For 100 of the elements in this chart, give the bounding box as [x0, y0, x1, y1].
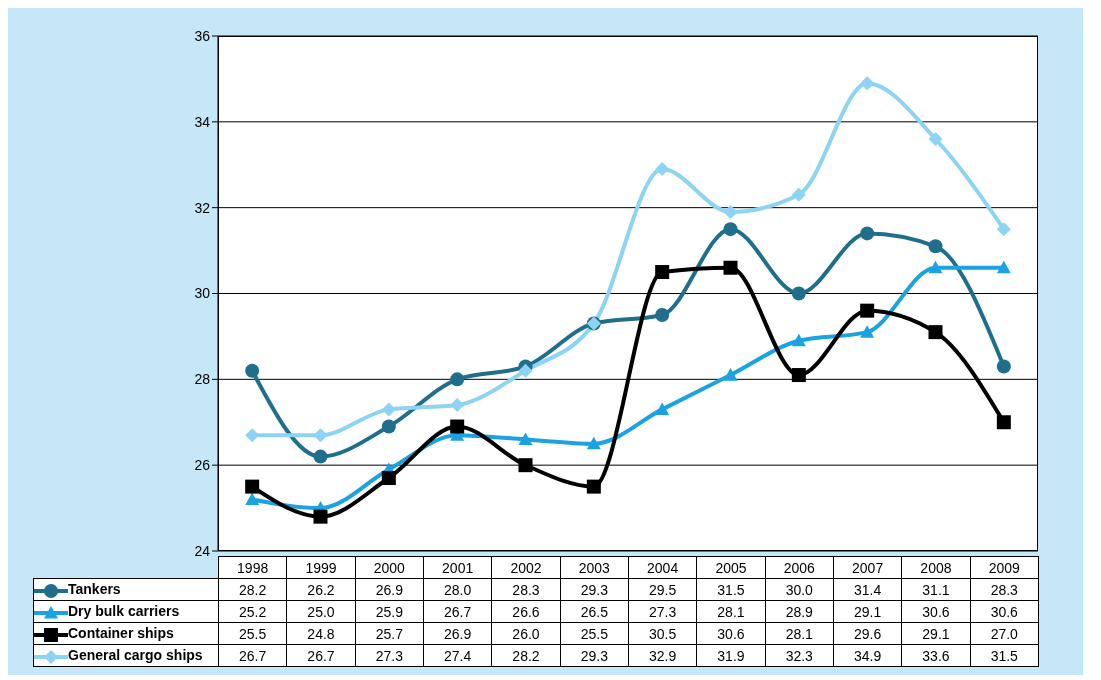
point — [996, 415, 1011, 430]
data-label: 27.4 — [423, 644, 492, 667]
point — [928, 239, 943, 254]
y-tick-label: 32 — [194, 199, 211, 216]
data-label: 30.6 — [696, 622, 766, 645]
point — [723, 260, 738, 275]
point — [313, 509, 328, 524]
point — [860, 226, 875, 241]
data-label: 26.7 — [423, 600, 492, 623]
data-label: 33.6 — [901, 644, 971, 667]
point — [450, 372, 465, 387]
data-label: 31.5 — [696, 578, 766, 601]
data-label: 28.2 — [218, 578, 287, 601]
x-tick-label: 2004 — [628, 556, 697, 579]
point — [381, 419, 396, 434]
data-label: 34.9 — [833, 644, 902, 667]
point — [791, 368, 806, 383]
data-label: 26.5 — [560, 600, 629, 623]
data-label: 32.3 — [765, 644, 834, 667]
point — [928, 260, 943, 274]
y-tick-label: 28 — [194, 371, 211, 388]
point — [245, 428, 260, 443]
x-tick-label: 1999 — [286, 556, 356, 579]
point — [245, 492, 260, 506]
x-tick-label: 1998 — [218, 556, 287, 579]
x-tick-label: 2002 — [491, 556, 561, 579]
point — [860, 303, 875, 318]
point — [996, 222, 1011, 237]
data-label: 28.3 — [491, 578, 561, 601]
data-label: 31.1 — [901, 578, 971, 601]
data-label: 28.1 — [765, 622, 834, 645]
y-tick-label: 30 — [194, 285, 211, 302]
y-tick-label: 36 — [194, 27, 211, 44]
y-tick-label: 24 — [194, 542, 211, 559]
data-label: 31.4 — [833, 578, 902, 601]
point — [313, 449, 328, 464]
data-label: 28.0 — [423, 578, 492, 601]
y-tick-label: 34 — [194, 113, 211, 130]
data-label: 24.8 — [286, 622, 356, 645]
data-label: 32.9 — [628, 644, 697, 667]
data-label: 29.5 — [628, 578, 697, 601]
point — [518, 458, 533, 473]
data-label: 25.7 — [355, 622, 424, 645]
data-label: 27.0 — [970, 622, 1039, 645]
data-label: 29.1 — [833, 600, 902, 623]
point — [655, 402, 670, 415]
x-tick-label: 2000 — [355, 556, 424, 579]
point — [860, 325, 875, 338]
data-label: 26.6 — [491, 600, 561, 623]
data-label: 27.3 — [355, 644, 424, 667]
x-tick-label: 2003 — [560, 556, 629, 579]
data-label: 29.3 — [560, 578, 629, 601]
point — [586, 479, 601, 494]
point — [723, 204, 738, 219]
x-tick-label: 2001 — [423, 556, 492, 579]
point — [450, 419, 465, 434]
data-label: 26.7 — [286, 644, 356, 667]
data-label: 27.3 — [628, 600, 697, 623]
legend-label: Container ships — [68, 625, 174, 642]
point — [518, 363, 533, 378]
data-label: 26.0 — [491, 622, 561, 645]
point — [381, 471, 396, 486]
data-label: 25.0 — [286, 600, 356, 623]
point — [723, 222, 738, 237]
point — [996, 260, 1011, 274]
point — [791, 187, 806, 202]
point — [655, 265, 670, 280]
data-label: 30.0 — [765, 578, 834, 601]
point — [245, 479, 260, 494]
x-tick-label: 2009 — [970, 556, 1039, 579]
point — [450, 398, 465, 413]
data-label: 25.5 — [560, 622, 629, 645]
data-label: 28.1 — [696, 600, 766, 623]
x-tick-label: 2008 — [901, 556, 971, 579]
point — [586, 436, 601, 450]
point — [928, 325, 943, 340]
x-tick-label: 2007 — [833, 556, 902, 579]
data-label: 30.6 — [901, 600, 971, 623]
point — [860, 76, 875, 91]
point — [791, 333, 806, 347]
data-label: 28.3 — [970, 578, 1039, 601]
data-label: 30.6 — [970, 600, 1039, 623]
data-label: 29.1 — [901, 622, 971, 645]
x-tick-label: 2006 — [765, 556, 834, 579]
point — [655, 162, 670, 177]
data-label: 30.5 — [628, 622, 697, 645]
data-label: 28.2 — [491, 644, 561, 667]
point — [518, 432, 533, 446]
data-label: 26.7 — [218, 644, 287, 667]
point — [723, 368, 738, 381]
x-tick-label: 2005 — [696, 556, 766, 579]
legend-label: General cargo ships — [68, 647, 203, 664]
point — [928, 132, 943, 146]
point — [381, 402, 396, 417]
point — [245, 363, 260, 378]
legend-label: Dry bulk carriers — [68, 603, 180, 620]
data-label: 26.2 — [286, 578, 356, 601]
data-label: 26.9 — [423, 622, 492, 645]
data-label: 25.2 — [218, 600, 287, 623]
data-label: 25.5 — [218, 622, 287, 645]
